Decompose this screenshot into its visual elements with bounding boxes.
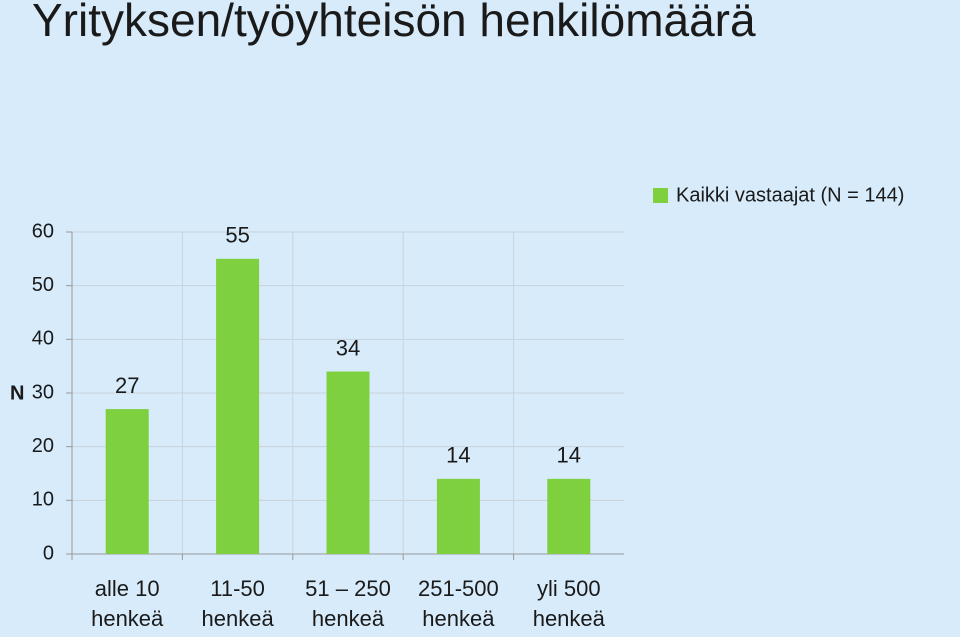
x-tick-label: alle 10 henkeä xyxy=(91,576,164,631)
bar xyxy=(105,409,149,554)
bar xyxy=(216,258,260,554)
value-label: 14 xyxy=(557,443,581,468)
y-tick-label: 0 xyxy=(43,542,54,564)
value-label: 55 xyxy=(225,223,249,248)
y-tick-label: 60 xyxy=(32,220,54,242)
y-axis-label: N xyxy=(10,382,24,404)
bar xyxy=(436,478,480,554)
y-tick-label: 50 xyxy=(32,274,54,296)
value-label: 34 xyxy=(336,335,360,360)
x-tick-label: 251-500 henkeä xyxy=(418,576,499,631)
x-tick-label: 11-50 henkeä xyxy=(201,576,274,631)
value-label: 14 xyxy=(446,443,470,468)
bar xyxy=(547,478,591,554)
value-label: 27 xyxy=(115,373,139,398)
y-tick-label: 20 xyxy=(32,435,54,457)
legend-label: Kaikki vastaajat (N = 144) xyxy=(676,184,904,206)
y-tick-label: 30 xyxy=(32,381,54,403)
bar xyxy=(326,371,370,554)
x-tick-label: yli 500 henkeä xyxy=(532,576,605,631)
legend-swatch xyxy=(653,188,668,203)
chart-title: Yrityksen/työyhteisön henkilömäärä xyxy=(32,0,756,46)
y-tick-label: 40 xyxy=(32,328,54,350)
y-tick-label: 10 xyxy=(32,489,54,511)
x-tick-label: 51 – 250 henkeä xyxy=(305,576,391,631)
